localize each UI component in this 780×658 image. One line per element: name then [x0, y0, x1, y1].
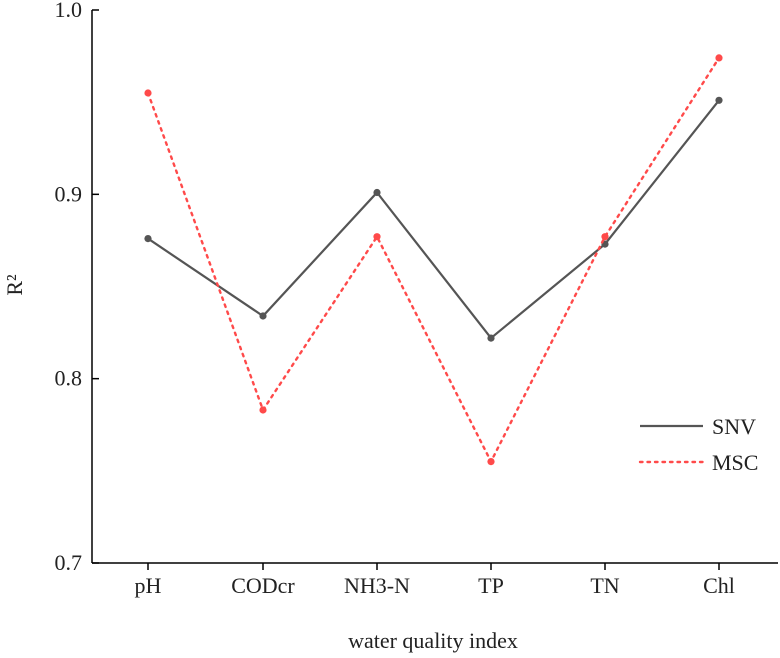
- data-point-snv: [715, 96, 723, 104]
- x-axis-ticks: pH CODcr NH3-N TP TN Chl: [135, 563, 735, 598]
- series-line-msc: [146, 56, 721, 465]
- x-axis-title: water quality index: [348, 628, 518, 653]
- x-tick-label: Chl: [703, 573, 735, 598]
- x-tick-label: pH: [135, 573, 162, 598]
- data-point-msc: [601, 233, 609, 241]
- series-layer: [144, 54, 723, 466]
- data-point-msc: [373, 233, 381, 241]
- data-point-msc: [487, 458, 495, 466]
- legend: SNV MSC: [638, 414, 758, 475]
- data-point-snv: [373, 188, 381, 197]
- data-point-msc: [144, 89, 152, 97]
- series-line-snv: [147, 99, 720, 340]
- x-tick-label: TN: [590, 573, 619, 598]
- data-point-msc: [715, 54, 723, 62]
- y-tick-label: 1.0: [55, 0, 83, 22]
- x-tick-label: CODcr: [231, 573, 295, 598]
- y-tick-label: 0.8: [55, 366, 83, 391]
- x-tick-label: NH3-N: [344, 573, 410, 598]
- y-axis-title: R²: [2, 274, 27, 296]
- y-tick-label: 0.9: [55, 181, 83, 206]
- x-tick-label: TP: [478, 573, 504, 598]
- data-point-snv: [487, 334, 495, 342]
- data-point-msc: [259, 406, 267, 414]
- y-tick-label: 0.7: [55, 550, 83, 575]
- data-point-snv: [144, 235, 152, 243]
- y-axis-ticks: 0.7 0.8 0.9 1.0: [55, 0, 99, 575]
- legend-label-snv: SNV: [712, 414, 756, 439]
- data-point-snv: [259, 312, 267, 320]
- legend-label-msc: MSC: [712, 450, 758, 475]
- axes: [91, 10, 778, 564]
